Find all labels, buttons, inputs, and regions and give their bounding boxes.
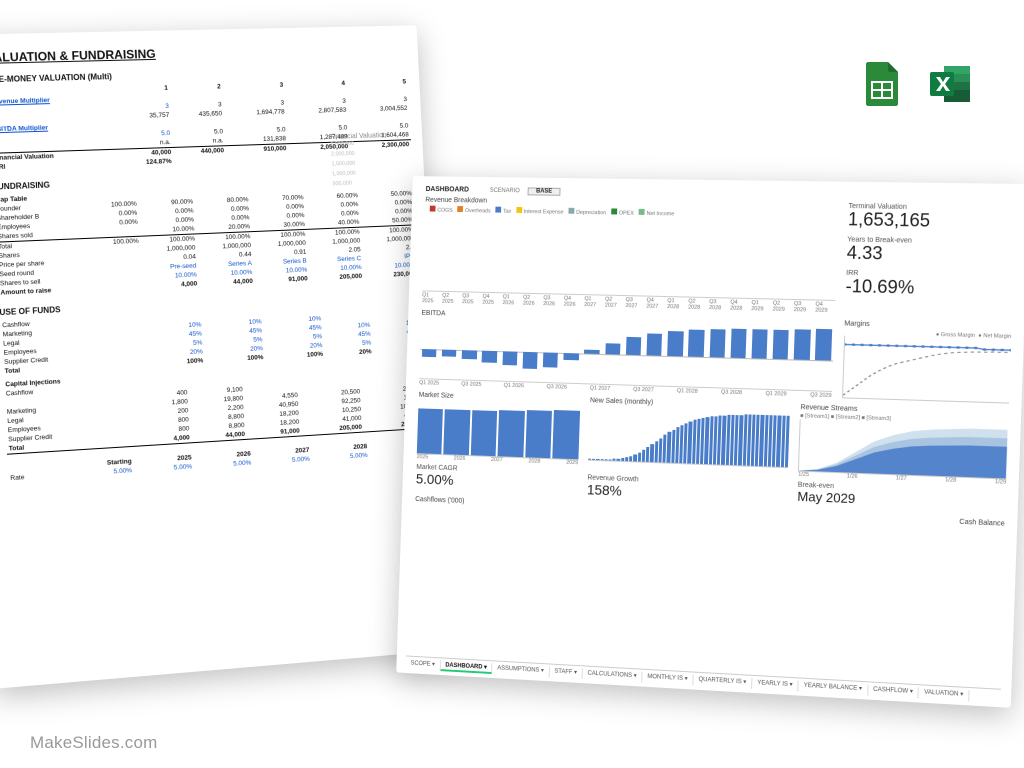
revenue-streams-chart: Revenue Streams ■ [Stream1] ■ [Stream2] …	[797, 404, 1009, 514]
kpi-terminal-valuation: 1,653,165	[848, 210, 1016, 233]
revenue-breakdown-chart: Revenue Breakdown COGSOverheadsTaxIntere…	[422, 197, 839, 314]
sheet-tab[interactable]: VALUATION ▾	[919, 687, 970, 701]
financial-valuation-mini-chart: Financial Valuation 2,500,000 2,000,000 …	[330, 131, 419, 189]
sheet-tab[interactable]: CALCULATIONS ▾	[583, 668, 643, 682]
sheet-tabs[interactable]: SCOPE ▾DASHBOARD ▾ASSUMPTIONS ▾STAFF ▾CA…	[406, 655, 1001, 703]
sheet-title: VALUATION & FUNDRAISING	[0, 41, 407, 65]
cap-table: Cap Table Founder100.00%90.00%80.00%70.0…	[0, 180, 418, 297]
sheet-tab[interactable]: YEARLY IS ▾	[752, 678, 799, 692]
market-size-chart: Market Size 20252026202720282029 Market …	[416, 392, 581, 497]
sheet-tab[interactable]: QUARTERLY IS ▾	[693, 675, 752, 689]
sheet-tab[interactable]: MONTHLY IS ▾	[642, 672, 693, 686]
ebitda-chart: EBITDA Q1 2025Q3 2025Q1 2026Q3 2026Q1 20…	[419, 310, 834, 399]
sheet-tab[interactable]: YEARLY BALANCE ▾	[798, 680, 868, 695]
sheet-tab[interactable]: DASHBOARD ▾	[440, 660, 492, 674]
sheet-tab[interactable]: STAFF ▾	[549, 666, 583, 679]
google-sheets-icon	[858, 60, 906, 108]
sheet-tab[interactable]: ASSUMPTIONS ▾	[492, 663, 549, 677]
microsoft-excel-icon	[926, 60, 974, 108]
kpi-column: Terminal Valuation 1,653,165 Years to Br…	[845, 203, 1016, 318]
kpi-break-even-years: 4.33	[846, 243, 1014, 266]
sheet-tab[interactable]: SCOPE ▾	[406, 658, 441, 671]
valuation-sheet: VALUATION & FUNDRAISING PRE-MONEY VALUAT…	[0, 25, 448, 688]
sheet-tab[interactable]: CASHFLOW ▾	[868, 684, 919, 698]
app-icons	[858, 60, 974, 108]
kpi-irr: -10.69%	[845, 276, 1013, 300]
margins-chart: Margins ● Gross Margin ● Net Margin	[842, 320, 1012, 404]
dashboard-sheet: DASHBOARD SCENARIO BASE Revenue Breakdow…	[396, 176, 1024, 708]
new-sales-chart: New Sales (monthly) Revenue Growth 158%	[587, 397, 791, 505]
scenario-dropdown[interactable]: BASE	[527, 187, 561, 195]
cash-balance-heading: Cash Balance	[805, 512, 1005, 527]
watermark: MakeSlides.com	[30, 733, 158, 753]
